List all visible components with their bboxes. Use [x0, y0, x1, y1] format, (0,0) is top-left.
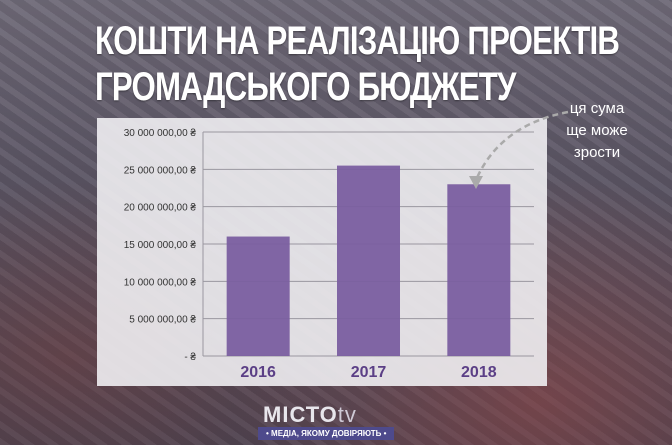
bar-2017	[337, 165, 400, 356]
annotation-line-3: зрости	[573, 144, 621, 161]
annotation: ця сума ще може зрости	[562, 98, 632, 164]
logo-name: МІСТО	[263, 402, 338, 427]
arrow-head-icon	[469, 176, 483, 189]
logo-tagline: • МЕДІА, ЯКОМУ ДОВІРЯЮТЬ •	[258, 427, 395, 440]
y-tick-label: 15 000 000,00 ₴	[124, 240, 197, 251]
y-tick-label: - ₴	[184, 352, 196, 363]
title-line-2: ГРОМАДСЬКОГО БЮДЖЕТУ	[95, 65, 516, 109]
annotation-line-1: ця сума	[569, 100, 625, 117]
y-tick-label: 25 000 000,00 ₴	[124, 165, 197, 176]
x-tick-label: 2018	[461, 364, 497, 381]
x-tick-label: 2016	[240, 364, 276, 381]
chart-title: КОШТИ НА РЕАЛІЗАЦІЮ ПРОЕКТІВ ГРОМАДСЬКОГ…	[95, 18, 620, 110]
title-line-1: КОШТИ НА РЕАЛІЗАЦІЮ ПРОЕКТІВ	[95, 19, 620, 63]
bar-2016	[226, 236, 290, 356]
logo: МІСТОtv	[263, 402, 357, 428]
dashed-arrow	[474, 110, 569, 181]
y-tick-label: 20 000 000,00 ₴	[124, 203, 197, 214]
annotation-line-2: ще може	[566, 122, 628, 139]
y-tick-label: 10 000 000,00 ₴	[124, 277, 197, 288]
y-tick-label: 30 000 000,00 ₴	[124, 128, 197, 139]
y-tick-label: 5 000 000,00 ₴	[129, 315, 196, 326]
logo-suffix: tv	[337, 402, 357, 427]
x-tick-label: 2017	[351, 364, 387, 381]
bar-2018	[447, 184, 511, 356]
